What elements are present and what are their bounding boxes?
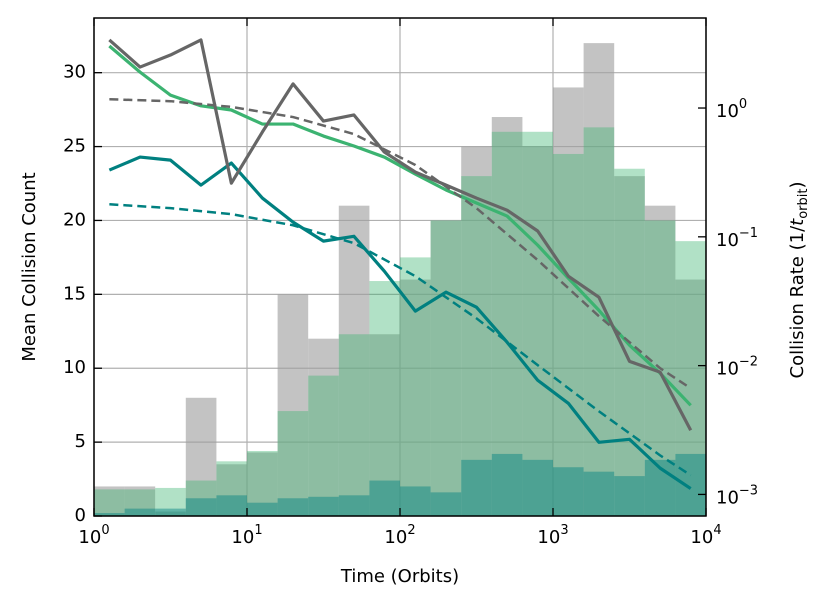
x-tick-label-exp: 0 — [101, 523, 109, 538]
y2-tick-label: 10−3 — [716, 483, 758, 509]
histogram-bar — [522, 459, 553, 516]
y2-tick-label-exp: 0 — [739, 97, 747, 112]
y2-label-var: t — [787, 218, 808, 226]
y-tick-label: 15 — [63, 283, 86, 304]
x-tick-label: 103 — [537, 523, 568, 549]
histogram-bar — [247, 502, 278, 516]
y2-tick-label-exp: −1 — [739, 225, 758, 240]
histogram-bar — [522, 146, 553, 517]
histogram-bar — [553, 467, 584, 516]
y2-label-close: ) — [787, 182, 808, 189]
x-tick-label-exp: 3 — [560, 523, 568, 538]
histogram-bar — [491, 453, 523, 516]
histogram-bar — [124, 489, 156, 516]
histogram-bar — [369, 480, 400, 516]
y2-tick-label: 10−1 — [716, 225, 758, 251]
histogram-bar — [553, 87, 584, 516]
x-tick-label-base: 10 — [78, 527, 101, 548]
histogram-bar — [155, 487, 186, 516]
histogram-bar — [216, 461, 247, 516]
histogram-bar — [522, 131, 553, 516]
rate-line — [109, 203, 692, 477]
y-tick-label: 5 — [75, 431, 86, 452]
histogram-bar — [94, 486, 125, 516]
histogram-bar — [308, 375, 339, 516]
histogram-bar — [155, 511, 186, 516]
rate-line — [108, 44, 692, 407]
y-axis-label: Mean Collision Count — [19, 172, 40, 361]
histogram-bar — [430, 492, 462, 516]
histogram-bar — [583, 471, 615, 516]
y2-tick-label: 100 — [716, 97, 747, 123]
x-tick-label-base: 10 — [537, 527, 560, 548]
x-tick-label-exp: 1 — [254, 523, 262, 538]
x-tick-label: 100 — [78, 523, 109, 549]
histogram-bar — [155, 508, 186, 516]
histogram-bar — [369, 334, 400, 516]
histogram-bar — [94, 489, 125, 516]
y2-label-sub: orbit — [796, 189, 811, 219]
y-tick-label: 25 — [63, 136, 86, 157]
y2-tick-label-base: 10 — [716, 359, 739, 380]
x-tick-label: 102 — [384, 523, 415, 549]
y2-tick-label-exp: −3 — [739, 483, 758, 498]
y2-tick-label: 10−2 — [716, 354, 758, 380]
y-tick-label: 20 — [63, 209, 86, 230]
histogram-bar — [430, 220, 462, 516]
y2-tick-label-base: 10 — [716, 487, 739, 508]
y2-tick-label-base: 10 — [716, 230, 739, 251]
x-tick-label-base: 10 — [231, 527, 254, 548]
histogram-bar — [185, 480, 217, 516]
histogram-bar — [338, 334, 370, 516]
histogram-bar — [216, 464, 247, 516]
histogram-bar — [247, 450, 278, 516]
histogram-bar — [124, 486, 156, 516]
histogram-bar — [94, 513, 125, 516]
histogram-bar — [553, 153, 584, 516]
rate-line — [108, 155, 692, 490]
rate-line — [109, 97, 692, 390]
y2-axis-label: Collision Rate (1/torbit) — [787, 182, 811, 379]
histogram-bar — [491, 131, 523, 516]
x-tick-label: 104 — [690, 523, 721, 549]
histogram-bar — [491, 117, 523, 516]
x-tick-label-base: 10 — [384, 527, 407, 548]
x-axis-label: Time (Orbits) — [340, 566, 459, 587]
histogram-bar — [675, 241, 706, 516]
x-tick-label-base: 10 — [690, 527, 713, 548]
histogram-bar — [185, 397, 217, 516]
histogram-bar — [277, 498, 309, 516]
histogram-bar — [369, 281, 400, 516]
histogram-bar — [308, 338, 339, 516]
y-tick-label: 30 — [63, 62, 86, 83]
histogram-bar — [277, 294, 309, 516]
y-tick-label: 0 — [75, 505, 86, 526]
histogram-bar — [461, 176, 492, 516]
histogram-bar — [338, 495, 370, 516]
y2-label-text: Collision Rate (1/ — [787, 225, 808, 379]
histogram-bar — [400, 279, 431, 516]
rate-line — [108, 38, 693, 431]
x-tick-label: 101 — [231, 523, 262, 549]
histogram-bar — [216, 495, 247, 516]
y2-tick-label-base: 10 — [716, 101, 739, 122]
histogram-bar — [461, 459, 492, 516]
histogram-bar — [400, 486, 431, 516]
histogram-bar — [675, 279, 706, 516]
x-tick-label-exp: 4 — [713, 523, 721, 538]
histogram-bar — [247, 452, 278, 516]
histogram-bar — [338, 205, 370, 516]
histogram-bar — [583, 43, 615, 516]
histogram-bar — [430, 220, 462, 516]
histogram-bar — [675, 453, 706, 516]
histogram-bar — [124, 508, 156, 516]
x-tick-label-exp: 2 — [407, 523, 415, 538]
histogram-bar — [614, 476, 645, 516]
histogram-bar — [185, 498, 217, 516]
histogram-bar — [277, 411, 309, 516]
y-tick-label: 10 — [63, 357, 86, 378]
histogram-bar — [308, 496, 339, 516]
y2-tick-label-exp: −2 — [739, 354, 758, 369]
